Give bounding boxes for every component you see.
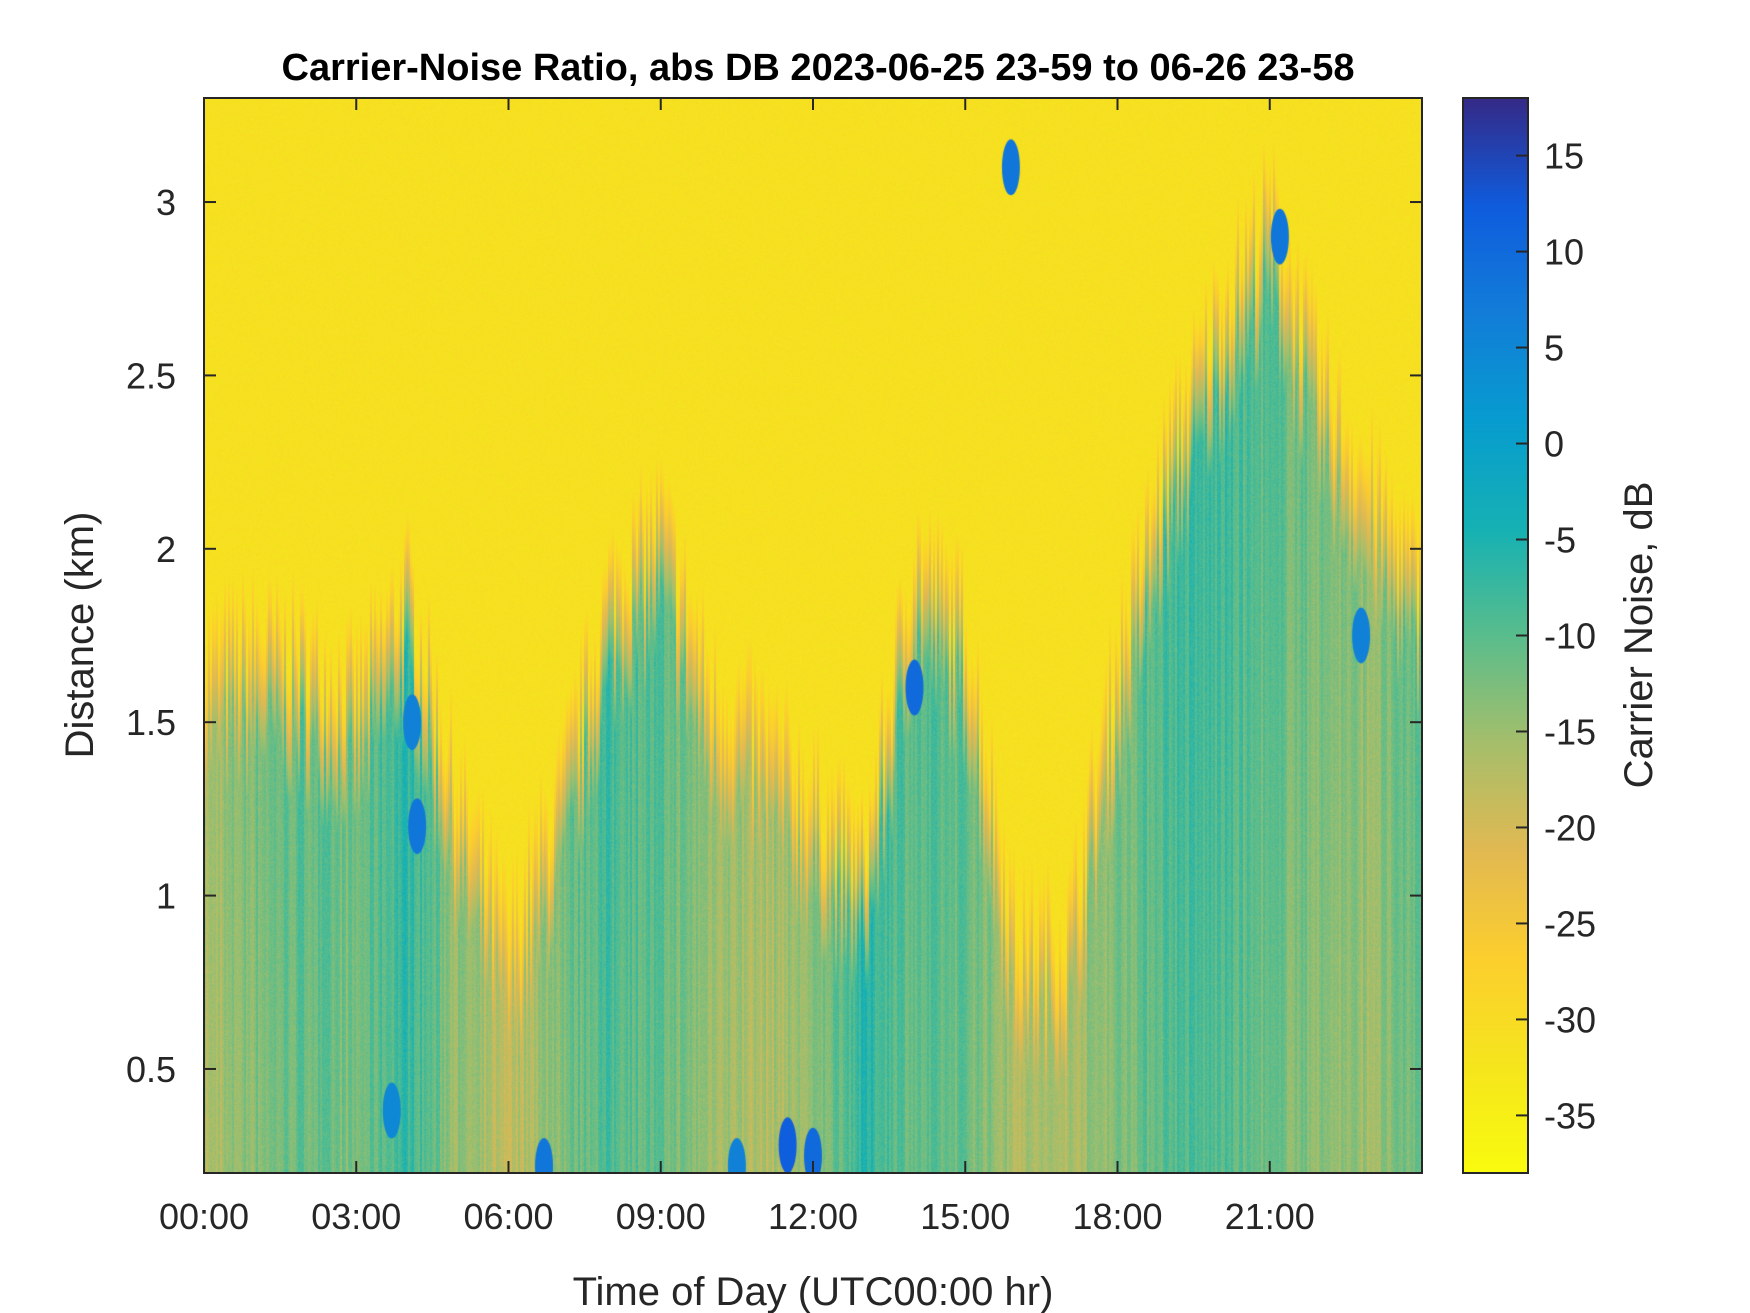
x-tick-label: 15:00 xyxy=(920,1196,1010,1237)
colorbar-tick-label: 15 xyxy=(1544,136,1584,177)
colorbar-axes: 15 10 5 0 -5 -10 -15 -20 -25 -30 -35 xyxy=(1462,97,1596,1174)
x-axis-label: Time of Day (UTC00:00 hr) xyxy=(573,1270,1054,1313)
colorbar-tick-label: -35 xyxy=(1544,1095,1596,1136)
colorbar-tick-label: -15 xyxy=(1544,711,1596,752)
x-tick-label: 06:00 xyxy=(463,1196,553,1237)
chart-title: Carrier-Noise Ratio, abs DB 2023-06-25 2… xyxy=(282,47,1355,89)
y-tick-label: 0.5 xyxy=(126,1049,176,1090)
colorbar: 15 10 5 0 -5 -10 -15 -20 -25 -30 -35 Carrier Noise… xyxy=(1462,97,1661,1174)
x-tick-label: 00:00 xyxy=(159,1196,249,1237)
x-tick-label: 21:00 xyxy=(1225,1196,1315,1237)
y-tick-label: 3 xyxy=(156,182,176,223)
x-tick-label: 09:00 xyxy=(616,1196,706,1237)
y-tick-label: 1 xyxy=(156,876,176,917)
colorbar-tick-label: -5 xyxy=(1544,520,1576,561)
heatmap-plot-area xyxy=(204,98,1422,1173)
y-tick-label: 1.5 xyxy=(126,702,176,743)
heatmap-axes: 00:00 03:00 06:00 09:00 12:00 15:00 18:00 21:00… xyxy=(126,97,1423,1237)
x-tick-label: 12:00 xyxy=(768,1196,858,1237)
x-tick-label: 03:00 xyxy=(311,1196,401,1237)
colorbar-tick-label: -20 xyxy=(1544,807,1596,848)
colorbar-tick-label: 5 xyxy=(1544,328,1564,369)
colorbar-tick-label: 10 xyxy=(1544,232,1584,273)
colorbar-tick-label: 0 xyxy=(1544,424,1564,465)
y-axis-label: Distance (km) xyxy=(58,512,102,759)
heatmap-canvas xyxy=(204,98,1422,1173)
colorbar-label: Carrier Noise, dB xyxy=(1617,482,1661,789)
colorbar-tick-label: -10 xyxy=(1544,616,1596,657)
colorbar-tick-label: -30 xyxy=(1544,999,1596,1040)
colorbar-tick-label: -25 xyxy=(1544,903,1596,944)
x-tick-label: 18:00 xyxy=(1072,1196,1162,1237)
y-tick-label: 2.5 xyxy=(126,355,176,396)
y-tick-label: 2 xyxy=(156,529,176,570)
